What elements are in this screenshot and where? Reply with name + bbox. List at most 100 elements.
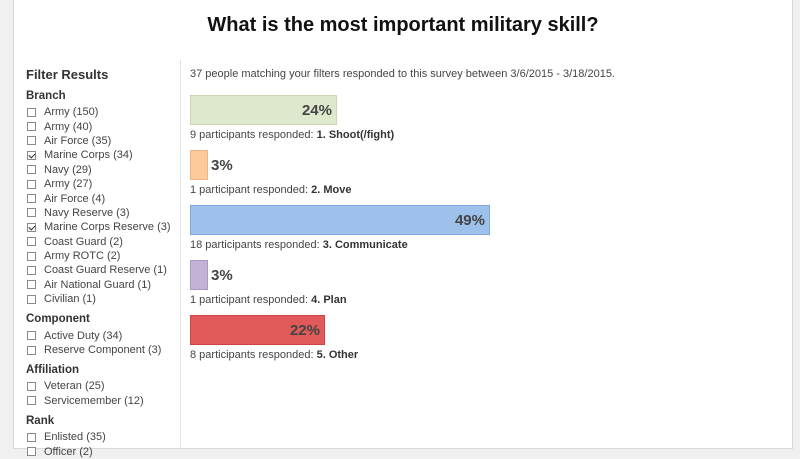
filter-checkbox[interactable]	[27, 447, 36, 457]
filter-option-label: Navy (29)	[44, 163, 92, 176]
filter-option[interactable]: Air National Guard (1)	[26, 278, 176, 292]
filter-option-label: Marine Corps Reserve (3)	[44, 221, 171, 234]
filter-option[interactable]: Reserve Component (3)	[26, 343, 176, 357]
filter-group-label: Affiliation	[26, 364, 80, 377]
filter-group-component: Component Active Duty (34) Reserve Compone…	[26, 313, 176, 357]
filter-option-label: Coast Guard (2)	[44, 235, 123, 248]
filter-option[interactable]: Coast Guard (2)	[26, 235, 176, 249]
filter-option-label: Army ROTC (2)	[44, 250, 121, 263]
answer-percent: 3%	[211, 157, 233, 174]
filter-option-label: Enlisted (35)	[44, 431, 106, 444]
filter-checkbox[interactable]	[27, 251, 36, 261]
sidebar-divider	[180, 60, 181, 448]
filter-option-label: Active Duty (34)	[44, 329, 123, 342]
answer-response-text: 9 participants responded: 1. Shoot(/figh…	[190, 129, 780, 142]
filter-option[interactable]: Active Duty (34)	[26, 328, 176, 342]
answer-bar: 22%	[190, 315, 325, 345]
filter-checkbox[interactable]	[27, 208, 36, 218]
answer-percent: 24%	[301, 102, 332, 119]
filter-checkbox[interactable]	[27, 280, 36, 290]
survey-page: What is the most important military skil…	[13, 0, 793, 458]
filter-group-affiliation: Affiliation Veteran (25) Servicemember (12…	[26, 364, 176, 408]
filter-option-label: Reserve Component (3)	[44, 344, 162, 357]
filter-checkbox[interactable]	[27, 432, 36, 442]
filter-checkbox[interactable]	[27, 165, 36, 175]
filter-checkbox[interactable]	[27, 179, 36, 189]
filter-option-label: Veteran (25)	[44, 380, 105, 393]
filter-option-label: Army (27)	[44, 178, 93, 191]
filter-option-label: Army (150)	[44, 106, 99, 119]
answer-label: 1. Shoot(/fight)	[316, 129, 395, 141]
filter-checkbox[interactable]	[27, 222, 36, 232]
filter-group-branch: Branch Army (150) Army (40) Air Force (35) M…	[26, 90, 176, 306]
filter-checkbox[interactable]	[27, 396, 36, 406]
filter-checkbox[interactable]	[27, 265, 36, 275]
answer-row: 3% 1 participant responded: 2. Move	[190, 150, 780, 205]
filter-checkbox[interactable]	[27, 194, 36, 204]
page-title: What is the most important military skil…	[207, 14, 599, 36]
filter-option[interactable]: Marine Corps Reserve (3)	[26, 220, 176, 234]
filter-option[interactable]: Army (40)	[26, 119, 176, 133]
filter-checkbox[interactable]	[27, 331, 36, 341]
answer-bar: 3%	[190, 150, 233, 180]
answer-bar: 3%	[190, 260, 233, 290]
filter-option-label: Air Force (35)	[44, 134, 112, 147]
filter-option-label: Navy Reserve (3)	[44, 206, 130, 219]
filter-checkbox[interactable]	[27, 237, 36, 247]
answer-label: 3. Communicate	[322, 239, 408, 251]
filter-option[interactable]: Officer (2)	[26, 444, 176, 458]
answer-percent: 49%	[454, 212, 485, 229]
filter-option[interactable]: Air Force (35)	[26, 134, 176, 148]
filter-checkbox[interactable]	[27, 345, 36, 355]
filter-option[interactable]: Navy (29)	[26, 163, 176, 177]
answer-row: 24% 9 participants responded: 1. Shoot(/f…	[190, 95, 780, 150]
answer-row: 49% 18 participants responded: 3. Communi…	[190, 205, 780, 260]
filter-option[interactable]: Air Force (4)	[26, 191, 176, 205]
filter-option[interactable]: Navy Reserve (3)	[26, 206, 176, 220]
filter-option[interactable]: Army ROTC (2)	[26, 249, 176, 263]
filter-option-label: Air National Guard (1)	[44, 278, 151, 291]
response-count: 1 participant responded:	[190, 294, 309, 306]
answer-bar: 24%	[190, 95, 337, 125]
filter-option[interactable]: Coast Guard Reserve (1)	[26, 263, 176, 277]
answer-label: 2. Move	[311, 184, 352, 196]
filter-option-label: Civilian (1)	[44, 293, 96, 306]
filter-option-label: Marine Corps (34)	[44, 149, 133, 162]
answer-bar: 49%	[190, 205, 490, 235]
answer-percent: 3%	[211, 267, 233, 284]
filter-group-label: Component	[26, 313, 90, 326]
answer-label: 5. Other	[316, 349, 359, 361]
answer-label: 4. Plan	[311, 294, 347, 306]
filter-group-label: Branch	[26, 90, 66, 102]
response-count: 8 participants responded:	[190, 349, 314, 361]
filter-checkbox[interactable]	[27, 381, 36, 391]
answer-percent: 22%	[289, 322, 320, 339]
filter-option-label: Servicemember (12)	[44, 394, 144, 407]
results-panel: 37 people matching your filters responde…	[190, 68, 780, 370]
filter-checkbox[interactable]	[27, 122, 36, 132]
filter-option-label: Coast Guard Reserve (1)	[44, 264, 167, 277]
filter-option-label: Officer (2)	[44, 445, 93, 458]
filter-option[interactable]: Veteran (25)	[26, 379, 176, 393]
response-count: 1 participant responded:	[190, 184, 309, 196]
response-count: 18 participants responded:	[190, 239, 320, 251]
filter-checkbox[interactable]	[27, 150, 36, 160]
filter-checkbox[interactable]	[27, 294, 36, 304]
answer-response-text: 18 participants responded: 3. Communicat…	[190, 239, 780, 252]
answer-row: 3% 1 participant responded: 4. Plan	[190, 260, 780, 315]
filter-option[interactable]: Servicemember (12)	[26, 394, 176, 408]
filter-checkbox[interactable]	[27, 136, 36, 146]
filter-option[interactable]: Civilian (1)	[26, 292, 176, 306]
filter-groups: Branch Army (150) Army (40) Air Force (35) M…	[26, 90, 176, 459]
filter-option-label: Air Force (4)	[44, 192, 106, 205]
filter-option[interactable]: Enlisted (35)	[26, 430, 176, 444]
filter-option[interactable]: Army (150)	[26, 105, 176, 119]
filter-heading: Filter Results	[26, 67, 109, 82]
filter-option[interactable]: Marine Corps (34)	[26, 148, 176, 162]
filter-option-label: Army (40)	[44, 120, 93, 133]
response-count: 9 participants responded:	[190, 129, 314, 141]
filter-checkbox[interactable]	[27, 107, 36, 117]
filter-sidebar: Filter Results Branch Army (150) Army (40)…	[26, 67, 176, 458]
filter-option[interactable]: Army (27)	[26, 177, 176, 191]
filter-group-label: Rank	[26, 415, 55, 428]
